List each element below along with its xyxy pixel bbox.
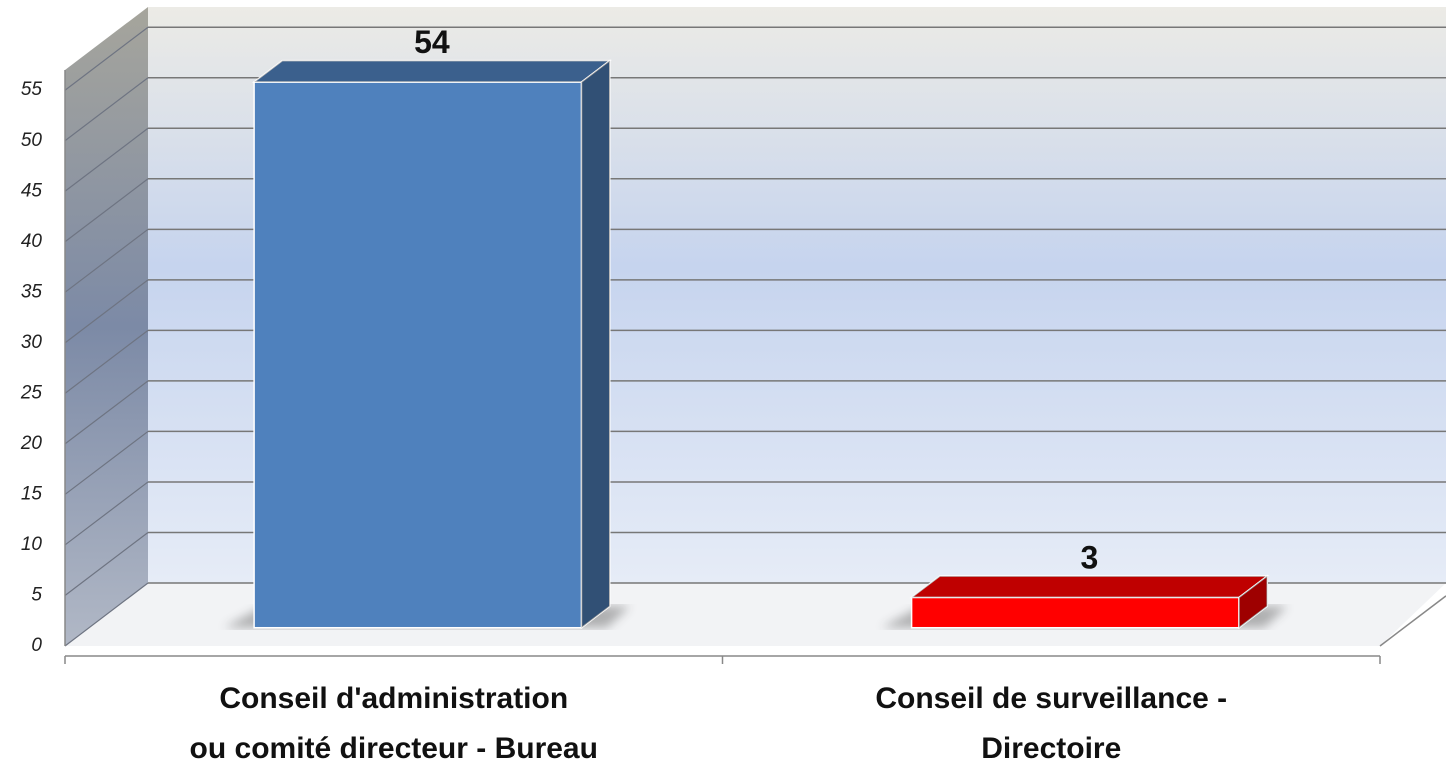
- bar-top-shade: [911, 575, 1268, 598]
- grid-line: [64, 127, 149, 192]
- value-label: 3: [1081, 539, 1099, 575]
- y-tick-label: 35: [21, 281, 43, 302]
- y-tick-label: 15: [21, 483, 43, 504]
- floor-edge: [1379, 595, 1446, 647]
- grid-line: [64, 279, 149, 344]
- bar-front: [253, 81, 583, 629]
- y-tick-label: 10: [21, 534, 43, 555]
- grid-line: [64, 228, 149, 293]
- grid-line: [64, 178, 149, 243]
- grid-line: [64, 329, 149, 394]
- bar-side: [580, 59, 611, 630]
- bar-top-shade: [254, 60, 610, 83]
- side-wall: [65, 7, 148, 646]
- y-tick-label: 50: [21, 130, 43, 151]
- y-tick-label: 0: [31, 635, 42, 656]
- bar-side-shade: [581, 60, 610, 628]
- grid-line: [64, 481, 149, 546]
- y-tick-label: 40: [21, 231, 43, 252]
- grid-line: [64, 531, 149, 596]
- value-label: 54: [414, 24, 450, 60]
- grid-line: [64, 430, 149, 495]
- bar-front: [910, 596, 1240, 629]
- y-tick-label: 20: [20, 433, 43, 454]
- x-tick-label: Conseil de surveillance -: [875, 682, 1227, 715]
- grid-line: [64, 26, 149, 91]
- y-tick-label: 30: [21, 332, 43, 353]
- grid-line: [64, 77, 149, 142]
- grid-line: [64, 582, 149, 647]
- y-tick-label: 5: [31, 584, 42, 605]
- y-tick-label: 55: [21, 79, 43, 100]
- x-tick-label: ou comité directeur - Bureau: [190, 732, 598, 765]
- y-tick-label: 45: [21, 180, 43, 201]
- x-tick-label: Directoire: [981, 732, 1121, 765]
- bar-side: [1238, 574, 1269, 630]
- x-tick-label: Conseil d'administration: [219, 682, 568, 715]
- bar-side-shade: [1239, 575, 1268, 628]
- grid-line: [64, 380, 149, 445]
- y-tick-label: 25: [20, 382, 43, 403]
